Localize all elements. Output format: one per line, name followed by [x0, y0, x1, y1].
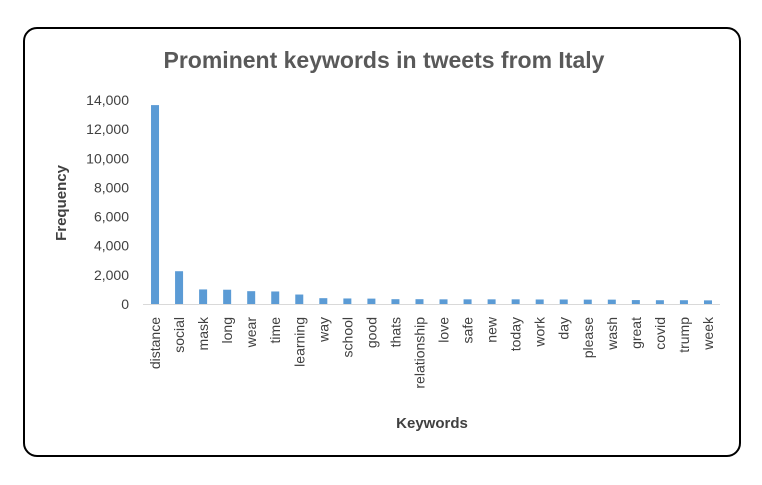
x-tick-label: time — [267, 317, 283, 344]
x-tick-label: good — [363, 317, 379, 348]
bar-covid — [655, 300, 664, 304]
bar-learning — [295, 294, 304, 304]
x-tick-label: love — [436, 317, 452, 343]
x-tick-label: great — [628, 317, 644, 349]
x-tick-label: week — [700, 316, 716, 351]
bar-school — [343, 298, 352, 304]
chart-frame — [23, 27, 741, 457]
x-tick-label: long — [219, 317, 235, 343]
x-axis-ticks: distance social mask long wear time learning wa… — [147, 316, 716, 389]
x-tick-label: wear — [243, 317, 259, 349]
x-tick-label: new — [484, 316, 500, 343]
bar-relationship — [415, 299, 424, 304]
x-tick-label: day — [556, 317, 572, 340]
x-tick-label: distance — [147, 317, 163, 369]
y-tick-label: 2,000 — [94, 267, 129, 283]
x-axis-title: Keywords — [396, 415, 468, 432]
x-tick-label: please — [580, 317, 596, 358]
bars — [151, 105, 712, 304]
bar-wear — [247, 291, 256, 304]
bar-love — [439, 299, 448, 304]
chart-title: Prominent keywords in tweets from Italy — [164, 47, 605, 73]
bar-new — [487, 299, 496, 304]
y-tick-label: 4,000 — [94, 238, 129, 254]
x-tick-label: wash — [604, 317, 620, 351]
y-tick-label: 14,000 — [86, 92, 129, 108]
bar-mask — [199, 289, 208, 304]
x-tick-label: mask — [195, 316, 211, 350]
bar-long — [223, 289, 232, 304]
bar-please — [583, 299, 592, 304]
bar-safe — [463, 299, 472, 304]
x-tick-label: relationship — [411, 317, 427, 389]
x-tick-label: social — [171, 317, 187, 353]
x-tick-label: work — [532, 316, 548, 348]
y-axis-title: Frequency — [53, 164, 70, 241]
y-tick-label: 0 — [121, 296, 129, 312]
y-tick-label: 12,000 — [86, 121, 129, 137]
bar-social — [175, 271, 184, 304]
bar-work — [535, 299, 544, 304]
x-tick-label: learning — [291, 317, 307, 367]
bar-great — [631, 300, 640, 304]
x-tick-label: thats — [387, 317, 403, 347]
bar-day — [559, 299, 568, 304]
x-tick-label: today — [508, 317, 524, 351]
bar-way — [319, 298, 328, 304]
x-tick-label: school — [339, 317, 355, 357]
y-tick-label: 6,000 — [94, 209, 129, 225]
bar-today — [511, 299, 520, 304]
bar-trump — [679, 300, 688, 304]
bar-week — [703, 300, 712, 304]
y-tick-label: 10,000 — [86, 150, 129, 166]
bar-wash — [607, 299, 616, 304]
x-tick-label: covid — [652, 317, 668, 350]
bar-distance — [151, 105, 160, 304]
x-tick-label: safe — [460, 317, 476, 344]
x-tick-label: trump — [676, 317, 692, 353]
y-tick-label: 8,000 — [94, 179, 129, 195]
bar-thats — [391, 299, 400, 304]
bar-time — [271, 291, 280, 304]
x-tick-label: way — [315, 317, 331, 343]
y-axis-ticks: 0 2,000 4,000 6,000 8,000 10,000 12,000 14,000 — [86, 92, 129, 312]
bar-good — [367, 298, 376, 304]
